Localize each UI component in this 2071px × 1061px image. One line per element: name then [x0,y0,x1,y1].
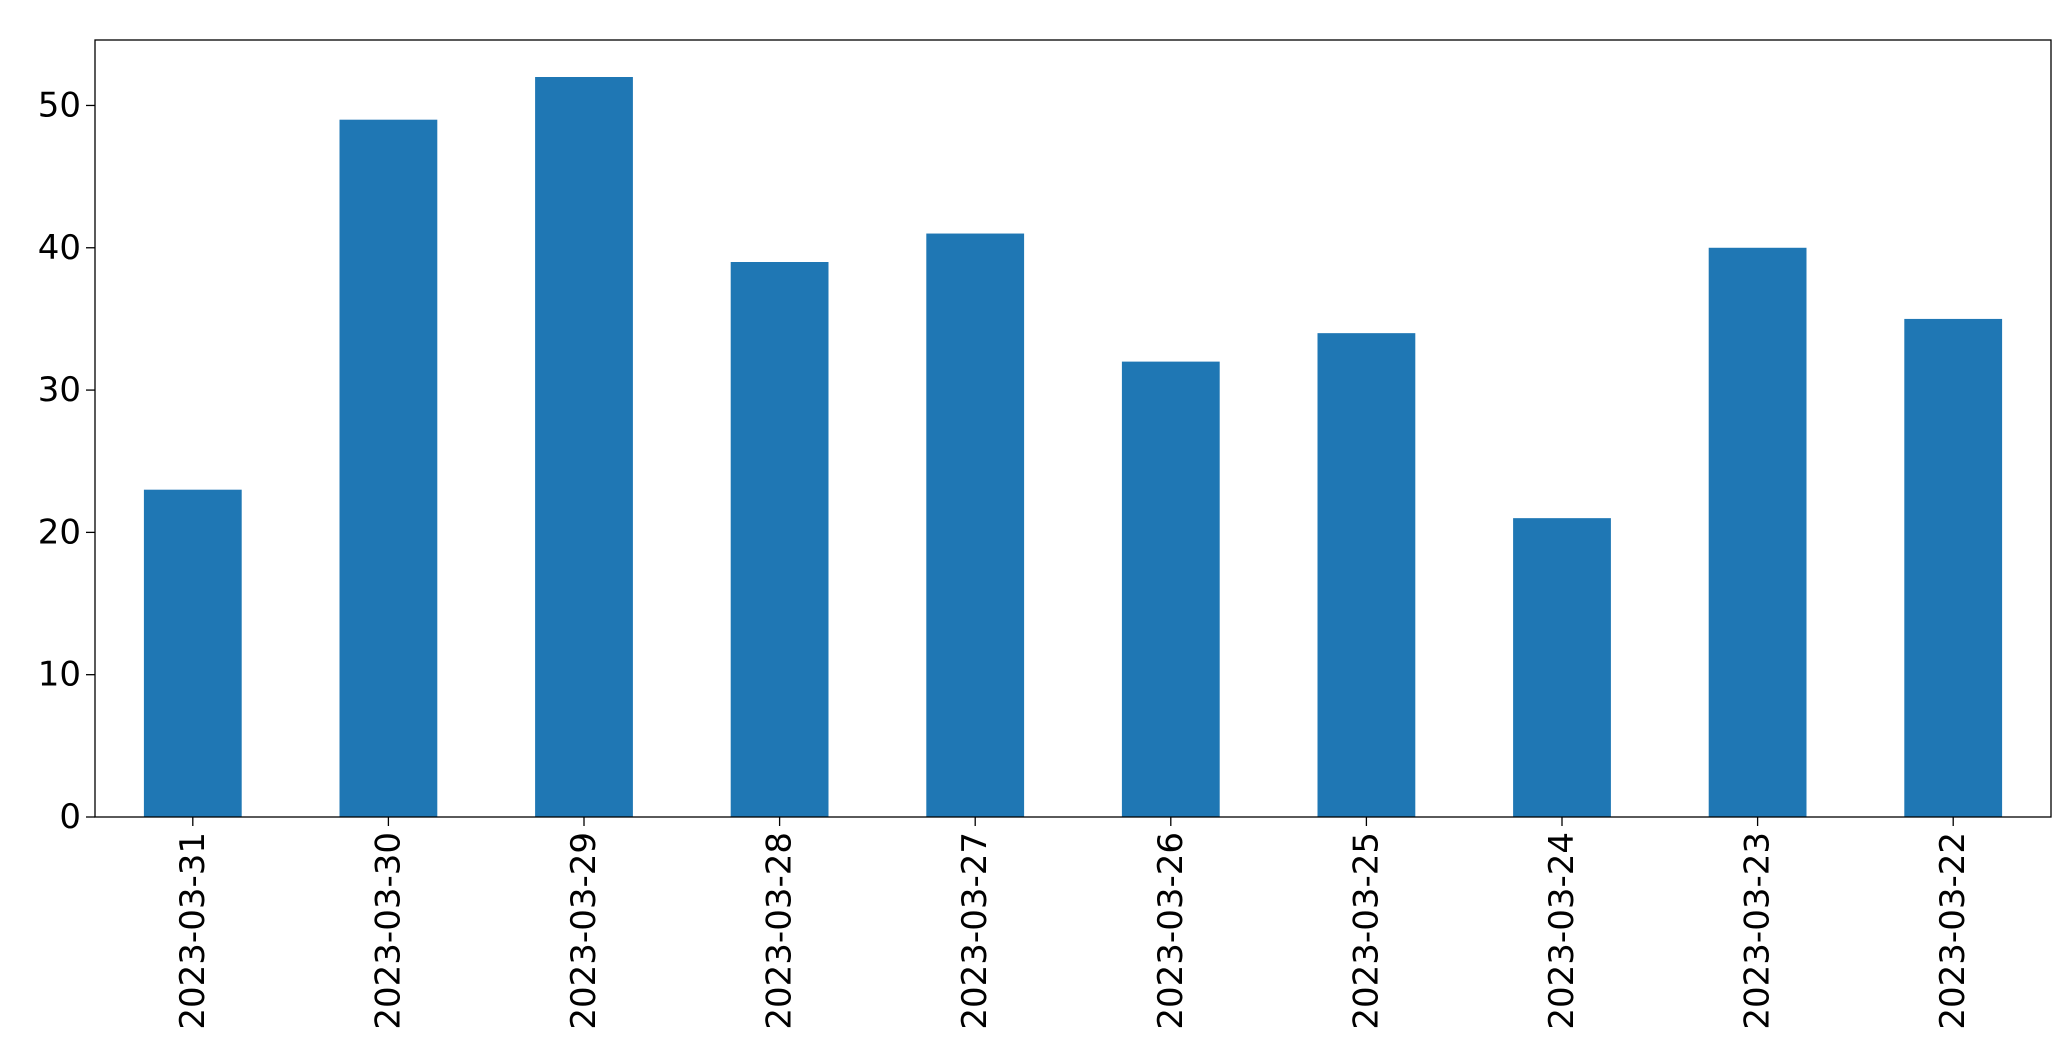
y-tick-label: 50 [38,85,81,125]
bar [339,119,438,817]
x-tick-label: 2023-03-29 [564,832,604,1030]
bar [535,77,633,817]
x-tick-label: 2023-03-24 [1542,832,1582,1030]
y-tick-label: 40 [38,228,81,268]
bar [1317,333,1416,817]
y-tick-label: 30 [38,370,81,410]
x-tick-label: 2023-03-28 [760,832,800,1030]
y-tick-label: 20 [38,512,81,552]
x-tick-label: 2023-03-26 [1151,832,1191,1030]
bar [1513,518,1611,817]
bar [1121,361,1220,817]
bar [926,233,1025,818]
x-tick-label: 2023-03-23 [1738,832,1778,1030]
bar [1708,247,1807,817]
y-tick-label: 0 [59,797,81,837]
x-tick-label: 2023-03-27 [955,832,995,1030]
bar [730,262,829,817]
y-tick-label: 10 [38,655,81,695]
bar [1904,318,2003,817]
plot-area [143,77,2003,818]
x-tick-label: 2023-03-25 [1346,832,1386,1030]
x-tick-label: 2023-03-30 [368,832,408,1030]
bar [143,489,242,817]
x-tick-label: 2023-03-31 [173,832,213,1030]
x-tick-label: 2023-03-22 [1933,832,1973,1030]
axes-frame [94,39,2052,818]
